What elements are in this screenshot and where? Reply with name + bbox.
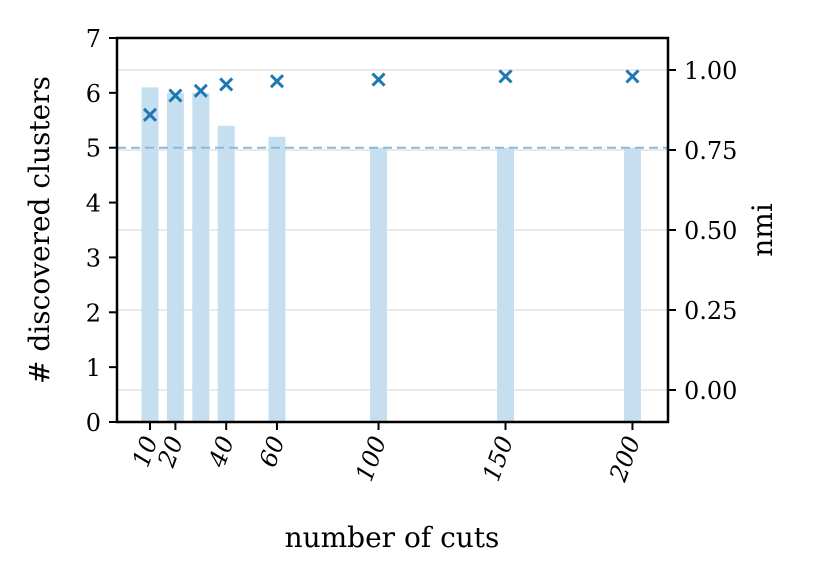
nmi-marker (142, 107, 158, 122)
y-tick-label: 4 (86, 190, 101, 218)
marker-stroke (219, 77, 234, 92)
y2-axis-title: nmi (746, 203, 779, 257)
nmi-marker (625, 69, 640, 84)
y2-tick-label: 0.50 (684, 217, 737, 245)
y2-tick-label: 0.25 (684, 297, 737, 325)
nmi-marker (219, 77, 234, 92)
nmi-marker (168, 88, 183, 103)
y2-tick-label: 0.00 (684, 377, 737, 405)
bar-series (141, 87, 641, 423)
x-tick-label: 40 (203, 432, 240, 471)
y-tick-label: 3 (86, 244, 101, 272)
x-tick-label: 100 (350, 432, 392, 485)
bar (217, 125, 235, 423)
x-tick-label: 200 (604, 432, 646, 486)
y-tick-label: 1 (86, 354, 101, 382)
y-tick-label: 6 (86, 80, 101, 108)
x-tick-label: 60 (254, 432, 291, 470)
marker-stroke (498, 69, 513, 84)
y2-tick-label: 1.00 (684, 57, 737, 85)
bar (166, 92, 184, 422)
nmi-marker (498, 69, 513, 84)
y-tick-label: 0 (86, 409, 101, 437)
nmi-marker (371, 72, 386, 87)
x-tick-label: 150 (477, 432, 519, 485)
y-axis-title: # discovered clusters (23, 76, 56, 384)
y-tick-label: 2 (86, 299, 101, 327)
y2-tick-label: 0.75 (684, 137, 737, 165)
bar (370, 147, 388, 422)
marker-stroke (269, 74, 285, 89)
y-tick-label: 5 (86, 135, 101, 163)
marker-stroke (371, 72, 386, 87)
marker-stroke (142, 107, 158, 122)
bar (623, 147, 641, 422)
nmi-marker (193, 83, 208, 98)
x-axis-title: number of cuts (285, 521, 500, 554)
bar (192, 92, 210, 422)
y-tick-label: 7 (86, 25, 101, 53)
x-tick-label: 20 (152, 432, 189, 471)
nmi-marker (269, 74, 285, 89)
bar (141, 87, 159, 422)
marker-stroke (193, 83, 208, 98)
marker-stroke (168, 88, 183, 103)
bar (268, 136, 286, 422)
bar (496, 147, 514, 422)
nmi-series (142, 69, 640, 122)
marker-stroke (625, 69, 640, 84)
